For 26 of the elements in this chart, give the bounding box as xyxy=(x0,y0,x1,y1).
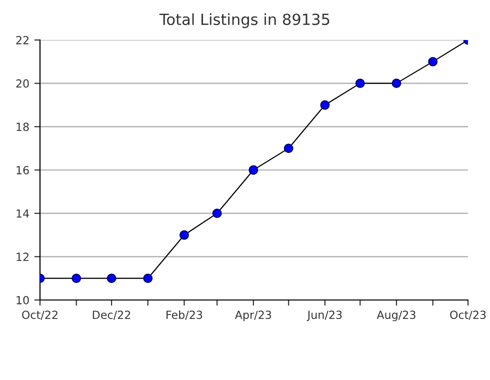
point xyxy=(248,165,258,175)
x-tick-label: Apr/23 xyxy=(234,310,272,322)
point xyxy=(180,230,189,240)
point xyxy=(106,274,116,284)
point xyxy=(392,78,402,88)
chart-title: Total Listings in 89135 xyxy=(159,13,330,28)
point xyxy=(320,100,330,110)
point xyxy=(284,144,294,154)
y-tick-label: 18 xyxy=(16,122,29,132)
point xyxy=(143,274,153,284)
x-tick-label: Feb/23 xyxy=(166,310,202,320)
x-tick-label: Oct/22 xyxy=(22,310,58,320)
y-tick-label: 12 xyxy=(16,252,28,261)
point xyxy=(72,274,82,284)
x-tick-label: Oct/23 xyxy=(450,310,486,320)
y-tick-label: 20 xyxy=(16,79,29,88)
point xyxy=(212,208,222,218)
point xyxy=(428,56,438,66)
y-tick-label: 14 xyxy=(16,209,29,218)
point xyxy=(355,78,365,88)
y-tick-label: 10 xyxy=(16,296,29,304)
y-tick-label: 22 xyxy=(16,36,28,44)
x-tick-label: Jun/23 xyxy=(306,310,342,322)
x-tick-label: Aug/23 xyxy=(376,310,416,322)
x-tick-label: Dec/22 xyxy=(92,310,130,320)
y-tick-label: 16 xyxy=(16,166,29,174)
